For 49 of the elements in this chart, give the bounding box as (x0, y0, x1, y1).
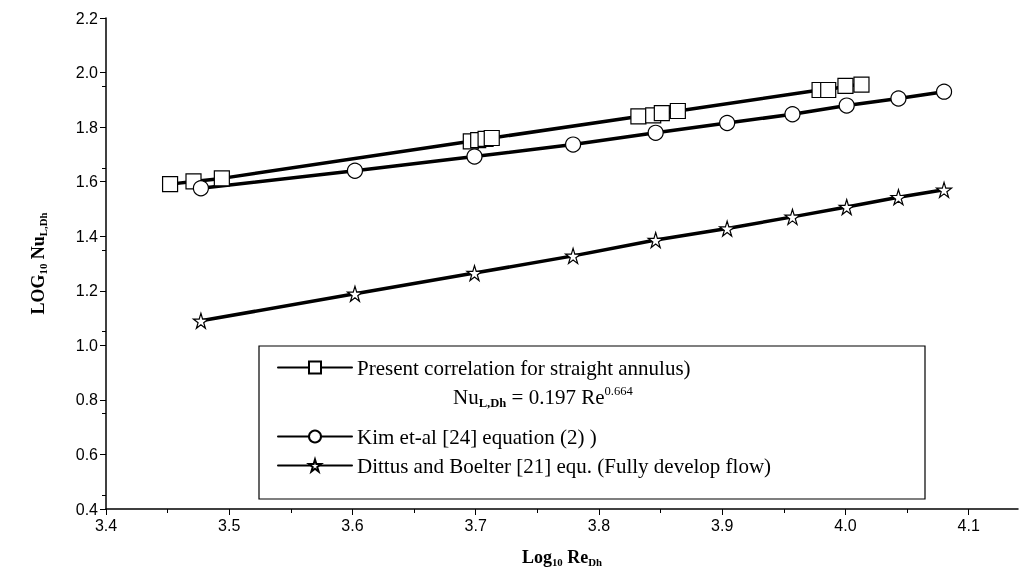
y-tick-label: 0.6 (75, 445, 99, 463)
x-tick-label: 3.8 (587, 516, 611, 534)
y-tick-label: 1.2 (75, 282, 99, 300)
y-tick-label: 0.4 (75, 500, 99, 518)
point (784, 208, 801, 225)
point (213, 170, 230, 187)
point (565, 136, 582, 153)
x-tick-label: 4.0 (834, 516, 857, 534)
point (346, 162, 364, 179)
legend-label: Present correlation for straight annulus) (357, 355, 691, 380)
point (719, 220, 736, 237)
y-tick-label: 2.0 (75, 64, 99, 82)
legend-label: Kim et-al [24] equation (2) ) (357, 424, 597, 449)
y-tick-label: 2.2 (75, 9, 99, 27)
point (653, 105, 670, 122)
point (853, 76, 870, 93)
point (192, 312, 209, 329)
x-tick-label: 3.4 (94, 516, 118, 534)
point (784, 106, 801, 123)
y-tick-label: 1.0 (75, 336, 99, 354)
point (838, 198, 855, 216)
point (483, 129, 500, 147)
x-tick-label: 3.9 (711, 516, 734, 534)
point (161, 176, 179, 193)
point (647, 231, 664, 249)
point (935, 83, 953, 100)
point (466, 264, 483, 282)
y-tick-label: 1.4 (75, 227, 99, 245)
y-tick-label: 1.8 (75, 118, 99, 136)
point (630, 108, 647, 125)
point (719, 114, 736, 132)
point (890, 90, 907, 107)
point (192, 180, 209, 197)
point (564, 247, 582, 264)
point (669, 102, 686, 120)
x-tick-label: 4.1 (957, 516, 980, 534)
x-tick-label: 3.7 (464, 516, 487, 534)
point (838, 97, 855, 114)
point (837, 77, 854, 95)
point (647, 124, 664, 141)
x-tick-label: 3.6 (341, 516, 364, 534)
y-tick-label: 1.6 (75, 173, 99, 191)
point (466, 148, 483, 165)
point (935, 181, 953, 198)
point (820, 81, 837, 99)
legend-label: Dittus and Boelter [21] equ. (Fully develop flow) (357, 453, 772, 478)
x-tick-label: 3.5 (218, 516, 241, 534)
y-axis-title: LOG10 NuL,Dh (28, 212, 49, 315)
y-tick-label: 0.8 (75, 391, 99, 409)
